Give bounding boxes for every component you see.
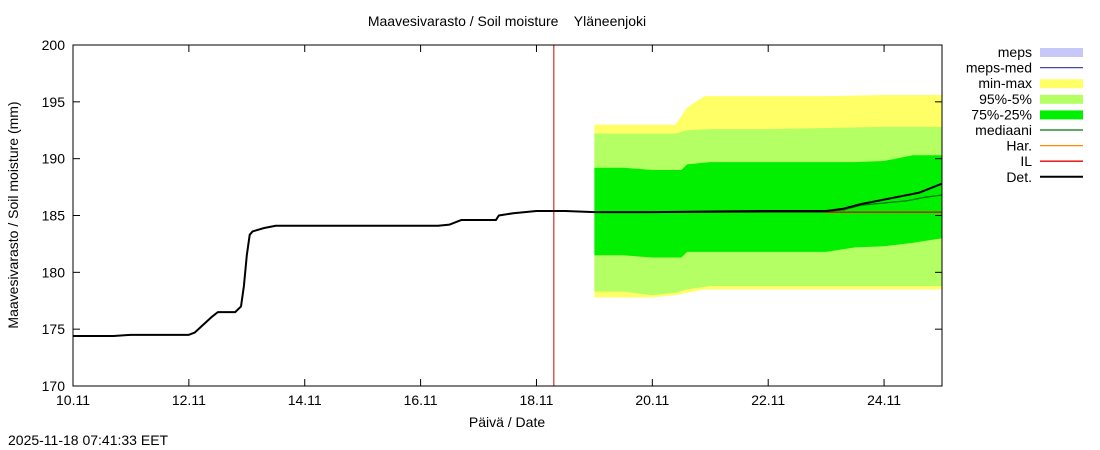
legend-label: mediaani bbox=[975, 122, 1032, 138]
legend-swatch bbox=[1040, 110, 1083, 120]
y-tick-label: 170 bbox=[42, 378, 66, 394]
legend-swatch bbox=[1040, 94, 1083, 104]
legend-label: meps bbox=[998, 44, 1032, 60]
legend-item-75pct-25pct: 75%-25% bbox=[971, 106, 1083, 122]
x-tick-label: 22.11 bbox=[751, 392, 785, 408]
y-tick-label: 195 bbox=[42, 94, 66, 110]
legend: mepsmeps-medmin-max95%-5%75%-25%mediaani… bbox=[966, 44, 1083, 185]
y-tick-label: 200 bbox=[42, 37, 66, 53]
legend-label: Det. bbox=[1006, 169, 1032, 185]
legend-label: Har. bbox=[1006, 138, 1032, 154]
plot-frame bbox=[72, 44, 943, 387]
y-tick-label: 185 bbox=[42, 208, 66, 224]
x-tick-label: 18.11 bbox=[519, 392, 553, 408]
legend-item-mediaani: mediaani bbox=[975, 122, 1083, 138]
y-axis-label: Maavesivarasto / Soil moisture (mm) bbox=[5, 101, 21, 328]
x-tick-label: 16.11 bbox=[404, 392, 438, 408]
x-tick-labels: 10.11 12.11 14.11 16.11 18.11 20.11 22.11 24.11 bbox=[56, 392, 901, 408]
band-75pct-25pct bbox=[594, 155, 942, 258]
data-lines bbox=[73, 45, 943, 386]
y-tick-labels: 170 175 180 185 190 195 200 bbox=[42, 37, 66, 394]
x-tick-label: 24.11 bbox=[867, 392, 901, 408]
forecast-bands bbox=[594, 95, 942, 298]
timestamp: 2025-11-18 07:41:33 EET bbox=[8, 432, 169, 448]
legend-label: IL bbox=[1020, 153, 1032, 169]
series-line-det bbox=[73, 182, 943, 337]
y-tick-label: 180 bbox=[42, 264, 66, 280]
legend-swatch bbox=[1040, 48, 1083, 57]
legend-label: 75%-25% bbox=[971, 106, 1032, 122]
x-tick-label: 12.11 bbox=[172, 392, 206, 408]
legend-label: min-max bbox=[978, 75, 1032, 91]
x-tick-label: 14.11 bbox=[288, 392, 322, 408]
legend-label: 95%-5% bbox=[979, 91, 1032, 107]
legend-item-har: Har. bbox=[1006, 138, 1083, 154]
legend-item-meps: meps bbox=[998, 44, 1083, 60]
x-tick-label: 10.11 bbox=[56, 392, 90, 408]
legend-item-95pct-5pct: 95%-5% bbox=[979, 91, 1083, 107]
x-tick-label: 20.11 bbox=[635, 392, 669, 408]
chart-title: Maavesivarasto / Soil moisture Yläneenjo… bbox=[368, 13, 646, 29]
legend-item-det: Det. bbox=[1006, 169, 1083, 185]
y-tick-label: 190 bbox=[42, 151, 66, 167]
legend-label: meps-med bbox=[966, 60, 1032, 76]
legend-item-min-max: min-max bbox=[978, 75, 1083, 91]
legend-item-meps-med: meps-med bbox=[966, 60, 1083, 76]
x-axis-label: Päivä / Date bbox=[469, 414, 545, 430]
legend-swatch bbox=[1040, 79, 1083, 89]
axis-ticks bbox=[72, 44, 942, 387]
y-tick-label: 175 bbox=[42, 321, 66, 337]
legend-item-il: IL bbox=[1020, 153, 1083, 169]
